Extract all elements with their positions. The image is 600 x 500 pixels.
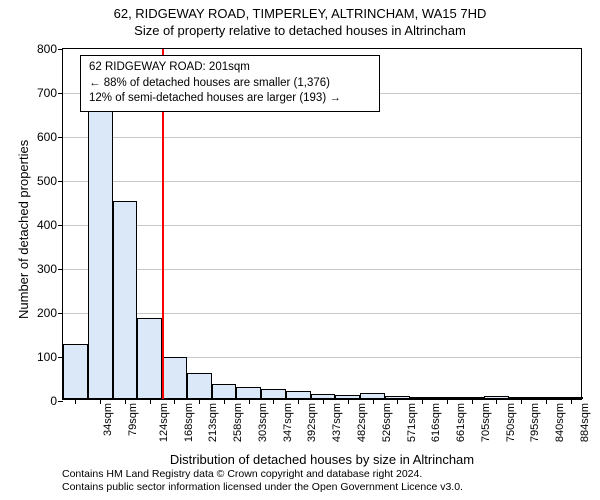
histogram-bar <box>63 344 88 399</box>
y-tick-label: 600 <box>37 130 63 144</box>
x-tick-mark <box>422 399 423 404</box>
x-tick-label: 884sqm <box>579 403 591 442</box>
x-tick-mark <box>199 399 200 404</box>
x-tick-mark <box>472 399 473 404</box>
histogram-bar <box>236 387 261 399</box>
x-tick-label: 750sqm <box>505 403 517 442</box>
x-tick-label: 303sqm <box>257 403 269 442</box>
footer-line2: Contains public sector information licen… <box>62 481 463 494</box>
grid-line <box>63 269 581 270</box>
x-tick-mark <box>125 399 126 404</box>
x-tick-mark <box>150 399 151 404</box>
annotation-line1: 62 RIDGEWAY ROAD: 201sqm <box>89 60 371 76</box>
footer: Contains HM Land Registry data © Crown c… <box>62 468 463 494</box>
y-tick-label: 0 <box>50 394 63 408</box>
x-tick-mark <box>75 399 76 404</box>
x-tick-mark <box>224 399 225 404</box>
x-tick-label: 392sqm <box>307 403 319 442</box>
x-tick-label: 34sqm <box>102 403 114 436</box>
histogram-bar <box>261 389 286 399</box>
x-tick-label: 526sqm <box>381 403 393 442</box>
x-tick-mark <box>174 399 175 404</box>
grid-line <box>63 313 581 314</box>
x-tick-mark <box>373 399 374 404</box>
x-axis-label: Distribution of detached houses by size … <box>62 452 582 467</box>
x-tick-mark <box>323 399 324 404</box>
x-tick-mark <box>447 399 448 404</box>
chart-title-address: 62, RIDGEWAY ROAD, TIMPERLEY, ALTRINCHAM… <box>0 0 600 21</box>
footer-line1: Contains HM Land Registry data © Crown c… <box>62 468 463 481</box>
x-tick-mark <box>100 399 101 404</box>
x-tick-label: 661sqm <box>455 403 467 442</box>
chart-subtitle: Size of property relative to detached ho… <box>0 21 600 38</box>
x-tick-label: 571sqm <box>406 403 418 442</box>
histogram-bar <box>162 357 187 399</box>
histogram-bar <box>113 201 138 399</box>
x-tick-mark <box>249 399 250 404</box>
x-tick-mark <box>273 399 274 404</box>
x-tick-mark <box>348 399 349 404</box>
x-tick-mark <box>546 399 547 404</box>
y-tick-label: 200 <box>37 306 63 320</box>
x-tick-label: 616sqm <box>430 403 442 442</box>
y-tick-label: 700 <box>37 86 63 100</box>
x-tick-label: 437sqm <box>331 403 343 442</box>
histogram-bar <box>137 318 162 399</box>
y-tick-label: 300 <box>37 262 63 276</box>
annotation-line3: 12% of semi-detached houses are larger (… <box>89 91 371 107</box>
x-tick-mark <box>496 399 497 404</box>
x-tick-label: 795sqm <box>529 403 541 442</box>
x-tick-label: 482sqm <box>356 403 368 442</box>
x-tick-label: 258sqm <box>232 403 244 442</box>
x-tick-mark <box>397 399 398 404</box>
grid-line <box>63 225 581 226</box>
x-tick-label: 347sqm <box>282 403 294 442</box>
histogram-bar <box>88 109 113 399</box>
grid-line <box>63 137 581 138</box>
y-tick-label: 500 <box>37 174 63 188</box>
histogram-bar <box>212 384 237 399</box>
y-tick-label: 800 <box>37 42 63 56</box>
annotation-line2: ← 88% of detached houses are smaller (1,… <box>89 76 371 92</box>
x-tick-label: 213sqm <box>208 403 220 442</box>
y-tick-label: 100 <box>37 350 63 364</box>
y-tick-label: 400 <box>37 218 63 232</box>
grid-line <box>63 181 581 182</box>
chart-container: 62, RIDGEWAY ROAD, TIMPERLEY, ALTRINCHAM… <box>0 0 600 500</box>
x-tick-label: 168sqm <box>183 403 195 442</box>
y-axis-label: Number of detached properties <box>16 140 31 319</box>
x-tick-label: 79sqm <box>127 403 139 436</box>
annotation-box: 62 RIDGEWAY ROAD: 201sqm ← 88% of detach… <box>80 55 380 112</box>
histogram-bar <box>286 391 311 399</box>
x-tick-label: 124sqm <box>158 403 170 442</box>
x-tick-mark <box>521 399 522 404</box>
x-tick-mark <box>571 399 572 404</box>
histogram-bar <box>187 373 212 399</box>
x-tick-label: 705sqm <box>480 403 492 442</box>
x-tick-mark <box>298 399 299 404</box>
x-tick-label: 840sqm <box>554 403 566 442</box>
